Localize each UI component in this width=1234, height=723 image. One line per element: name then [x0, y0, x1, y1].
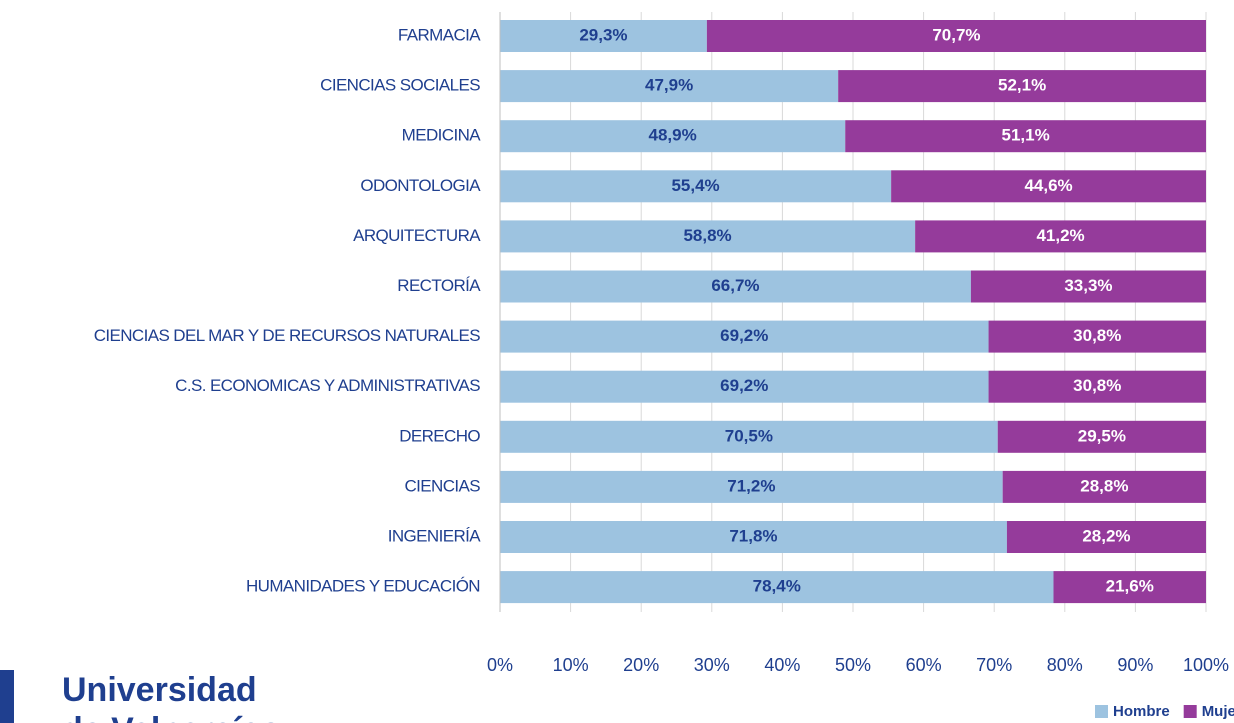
data-label: 30,8%: [1073, 326, 1121, 345]
bar: [500, 70, 839, 103]
bar: [1006, 521, 1206, 553]
y-tick-label: RECTORÍA: [397, 276, 481, 295]
data-label: 48,9%: [649, 126, 697, 145]
bar: [915, 220, 1206, 253]
data-label: 21,6%: [1106, 577, 1154, 596]
y-tick-label: CIENCIAS SOCIALES: [320, 76, 480, 95]
bar: [500, 521, 1007, 553]
data-label: 28,2%: [1082, 526, 1130, 545]
data-label: 69,2%: [720, 376, 768, 395]
logo-emblem: [0, 670, 14, 723]
y-tick-label: DERECHO: [399, 426, 480, 445]
y-tick-label: FARMACIA: [398, 25, 481, 44]
data-label: 52,1%: [998, 76, 1046, 95]
x-tick-label: 60%: [906, 655, 942, 675]
data-label: 47,9%: [645, 76, 693, 95]
x-tick-label: 40%: [764, 655, 800, 675]
data-label: 66,7%: [711, 276, 759, 295]
bar: [706, 20, 1206, 52]
y-tick-label: ARQUITECTURA: [353, 226, 481, 245]
x-tick-label: 80%: [1047, 655, 1083, 675]
legend-label: Mujer: [1202, 703, 1234, 720]
logo: Universidad de Valparaíso: [0, 670, 281, 723]
legend-swatch: [1183, 705, 1197, 718]
y-tick-label: MEDICINA: [402, 126, 482, 145]
x-tick-label: 10%: [553, 655, 589, 675]
data-label: 71,8%: [729, 526, 777, 545]
data-label: 33,3%: [1064, 276, 1112, 295]
bar: [1002, 470, 1206, 503]
data-label: 58,8%: [683, 226, 731, 245]
y-tick-label: CIENCIAS DEL MAR Y DE RECURSOS NATURALES: [94, 326, 481, 345]
x-tick-label: 30%: [694, 655, 730, 675]
bar: [500, 120, 846, 153]
bar: [500, 270, 971, 303]
y-tick-label: CIENCIAS: [405, 476, 481, 495]
logo-text: Universidad: [62, 671, 257, 709]
legend-swatch: [1095, 705, 1108, 718]
bar: [500, 420, 998, 453]
data-label: 29,3%: [579, 25, 627, 44]
data-label: 71,2%: [727, 476, 775, 495]
bar: [845, 120, 1206, 153]
data-label: 30,8%: [1073, 376, 1121, 395]
bar: [970, 270, 1206, 303]
bar: [500, 470, 1003, 503]
data-label: 29,5%: [1078, 426, 1126, 445]
bar: [500, 571, 1054, 604]
bar: [1053, 571, 1206, 604]
x-tick-label: 0%: [487, 655, 513, 675]
y-tick-label: C.S. ECONOMICAS Y ADMINISTRATIVAS: [175, 376, 480, 395]
bar: [500, 320, 989, 353]
data-label: 78,4%: [753, 577, 801, 596]
logo-text: de Valparaíso: [62, 711, 281, 723]
y-tick-label: INGENIERÍA: [388, 526, 482, 545]
data-label: 44,6%: [1024, 176, 1072, 195]
bar: [997, 420, 1206, 453]
y-tick-label: ODONTOLOGIA: [360, 176, 481, 195]
data-label: 55,4%: [671, 176, 719, 195]
x-tick-label: 20%: [623, 655, 659, 675]
x-tick-label: 90%: [1117, 655, 1153, 675]
x-tick-label: 100%: [1183, 655, 1229, 675]
bar: [891, 170, 1206, 203]
x-tick-label: 50%: [835, 655, 871, 675]
data-label: 41,2%: [1036, 226, 1084, 245]
bar: [838, 70, 1206, 103]
bar: [500, 20, 707, 52]
bar: [988, 370, 1206, 403]
bar: [500, 170, 892, 203]
data-label: 28,8%: [1080, 476, 1128, 495]
data-label: 51,1%: [1002, 126, 1050, 145]
data-label: 70,5%: [725, 426, 773, 445]
data-label: 70,7%: [932, 25, 980, 44]
x-tick-label: 70%: [976, 655, 1012, 675]
bar: [988, 320, 1206, 353]
y-tick-label: HUMANIDADES Y EDUCACIÓN: [246, 577, 480, 596]
bar: [500, 370, 989, 403]
data-label: 69,2%: [720, 326, 768, 345]
bar: [500, 220, 916, 253]
legend-label: Hombre: [1113, 703, 1170, 720]
